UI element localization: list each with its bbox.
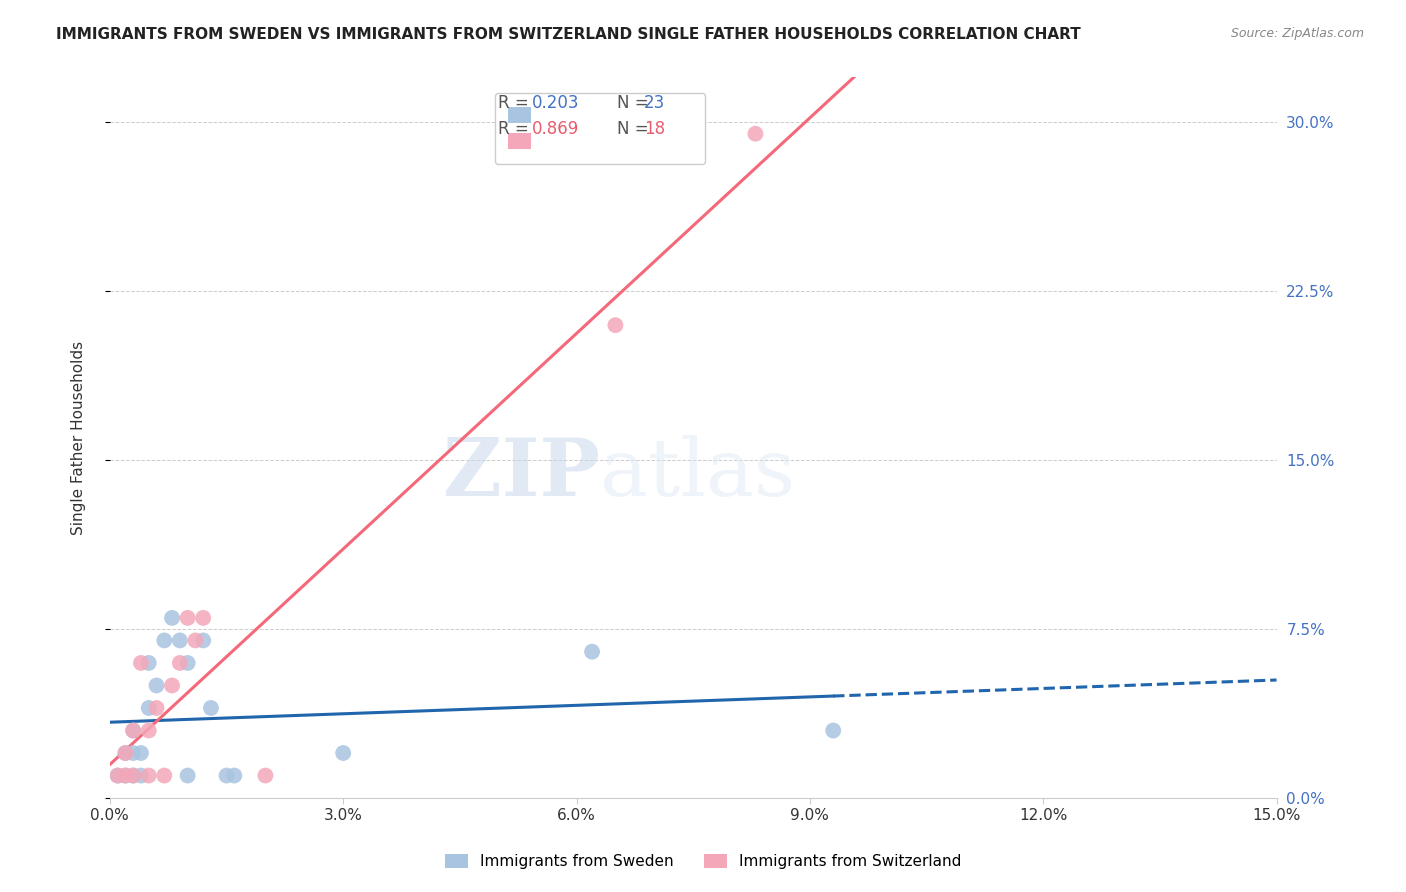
- Text: ZIP: ZIP: [443, 434, 600, 513]
- Point: [122, 723, 145, 738]
- Point: [122, 723, 145, 738]
- Point: [169, 656, 191, 670]
- Point: [114, 746, 136, 760]
- Point: [605, 318, 627, 333]
- Point: [169, 633, 191, 648]
- Text: 23: 23: [644, 94, 665, 112]
- Text: atlas: atlas: [600, 434, 794, 513]
- Point: [107, 768, 129, 782]
- Point: [122, 768, 145, 782]
- Text: IMMIGRANTS FROM SWEDEN VS IMMIGRANTS FROM SWITZERLAND SINGLE FATHER HOUSEHOLDS C: IMMIGRANTS FROM SWEDEN VS IMMIGRANTS FRO…: [56, 27, 1081, 42]
- Point: [145, 678, 167, 692]
- Text: R =: R =: [498, 120, 534, 137]
- Point: [153, 768, 176, 782]
- Text: 18: 18: [644, 120, 665, 137]
- Text: N =: N =: [617, 94, 654, 112]
- Point: [153, 633, 176, 648]
- Point: [122, 768, 145, 782]
- Point: [129, 746, 152, 760]
- Point: [193, 611, 215, 625]
- Point: [138, 723, 160, 738]
- Point: [332, 746, 354, 760]
- Text: 0.203: 0.203: [533, 94, 579, 112]
- Point: [823, 723, 845, 738]
- Point: [145, 701, 167, 715]
- Point: [138, 701, 160, 715]
- Point: [129, 656, 152, 670]
- Point: [160, 611, 183, 625]
- Point: [184, 633, 207, 648]
- Point: [114, 768, 136, 782]
- Text: 0.869: 0.869: [533, 120, 579, 137]
- Point: [138, 656, 160, 670]
- Point: [122, 746, 145, 760]
- Point: [744, 127, 766, 141]
- Point: [114, 768, 136, 782]
- Point: [176, 768, 198, 782]
- Point: [107, 768, 129, 782]
- Point: [114, 746, 136, 760]
- Text: N =: N =: [617, 120, 654, 137]
- Legend: Immigrants from Sweden, Immigrants from Switzerland: Immigrants from Sweden, Immigrants from …: [439, 848, 967, 875]
- Legend:                             ,                             : ,: [495, 93, 704, 164]
- Point: [215, 768, 238, 782]
- Point: [176, 656, 198, 670]
- Point: [200, 701, 222, 715]
- Y-axis label: Single Father Households: Single Father Households: [72, 341, 86, 535]
- Point: [254, 768, 277, 782]
- Point: [160, 678, 183, 692]
- Point: [138, 768, 160, 782]
- Point: [193, 633, 215, 648]
- Text: Source: ZipAtlas.com: Source: ZipAtlas.com: [1230, 27, 1364, 40]
- Text: R =: R =: [498, 94, 534, 112]
- Point: [581, 645, 603, 659]
- Point: [129, 768, 152, 782]
- Point: [176, 611, 198, 625]
- Point: [224, 768, 246, 782]
